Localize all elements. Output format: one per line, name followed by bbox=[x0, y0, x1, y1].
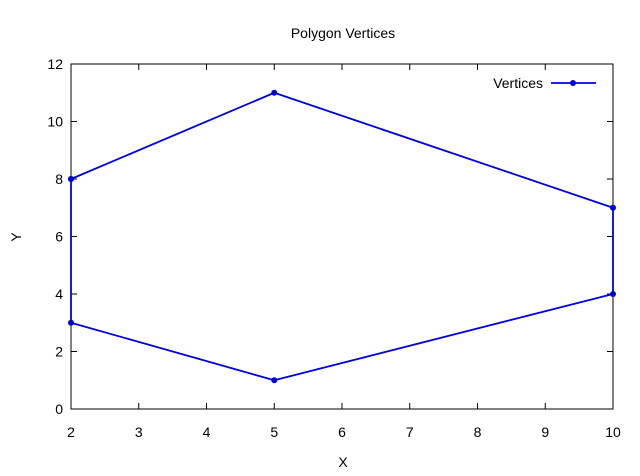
y-tick-label: 6 bbox=[55, 229, 63, 245]
x-tick-label: 6 bbox=[338, 424, 346, 440]
y-tick-label: 4 bbox=[55, 286, 63, 302]
y-tick-label: 8 bbox=[55, 171, 63, 187]
y-tick-label: 12 bbox=[47, 56, 63, 72]
legend-marker-vertices bbox=[570, 80, 576, 86]
legend-label-vertices: Vertices bbox=[493, 75, 543, 91]
x-tick-label: 2 bbox=[67, 424, 75, 440]
y-axis-label: Y bbox=[8, 232, 24, 242]
x-tick-label: 10 bbox=[605, 424, 621, 440]
data-point bbox=[68, 176, 74, 182]
x-tick-label: 9 bbox=[541, 424, 549, 440]
x-axis-label: X bbox=[338, 454, 348, 470]
data-point bbox=[271, 377, 278, 384]
x-axis: 2 3 4 5 6 7 8 9 10 bbox=[67, 64, 621, 440]
x-tick-label: 3 bbox=[135, 424, 143, 440]
y-tick-label: 2 bbox=[55, 344, 63, 360]
data-point bbox=[610, 204, 616, 211]
x-tick-label: 5 bbox=[270, 424, 278, 440]
series-line-vertices bbox=[70, 91, 614, 382]
x-tick-label: 7 bbox=[406, 424, 414, 440]
y-tick-label: 0 bbox=[55, 401, 63, 417]
chart-title: Polygon Vertices bbox=[291, 25, 395, 41]
data-point bbox=[610, 291, 616, 297]
data-point bbox=[68, 319, 74, 326]
x-tick-label: 4 bbox=[203, 424, 211, 440]
data-point bbox=[271, 89, 278, 96]
legend: Vertices bbox=[493, 75, 596, 91]
x-tick-label: 8 bbox=[474, 424, 482, 440]
y-axis: 0 2 4 6 8 10 12 bbox=[47, 56, 613, 417]
y-tick-label: 10 bbox=[47, 114, 63, 130]
series-layer bbox=[68, 89, 616, 384]
